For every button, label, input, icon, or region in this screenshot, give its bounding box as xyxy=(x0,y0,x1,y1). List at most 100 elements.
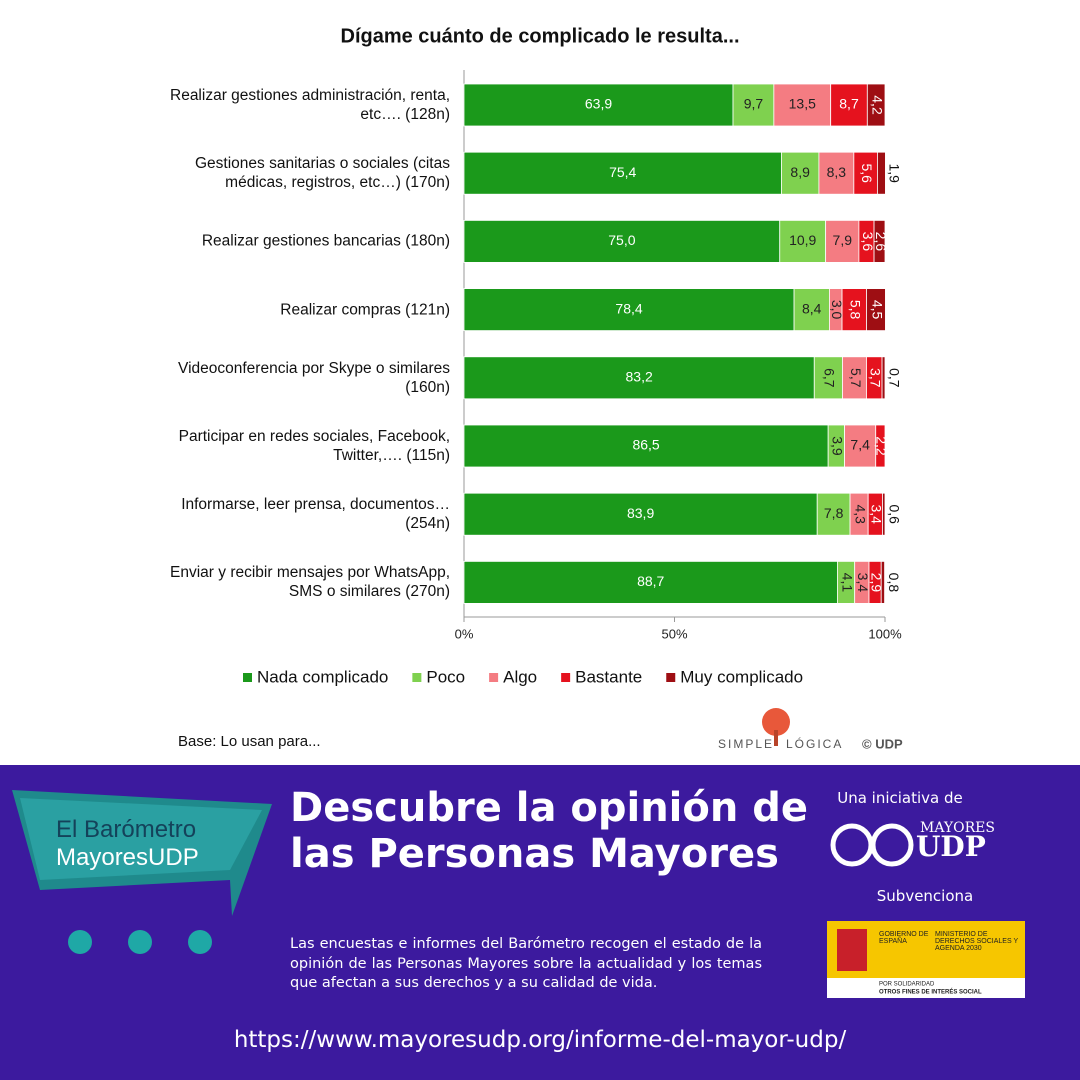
data-label: 4,5 xyxy=(869,300,885,320)
data-label: 3,7 xyxy=(868,368,884,388)
bar-segment xyxy=(881,356,886,400)
shield xyxy=(837,929,867,971)
data-label: 1,9 xyxy=(887,163,903,183)
category-label: Realizar compras (121n) xyxy=(280,301,450,319)
bar-segment xyxy=(463,288,795,332)
data-label: 5,8 xyxy=(848,300,864,320)
udp-logo: MAYORES UDP xyxy=(830,820,995,867)
data-label: 75,0 xyxy=(608,232,635,248)
x-tick-label: 0% xyxy=(455,626,474,641)
data-label: 4,2 xyxy=(869,95,885,115)
data-label: 3,4 xyxy=(869,504,885,524)
bar-segment xyxy=(463,219,781,263)
data-label: 3,4 xyxy=(855,573,871,593)
bar-segment xyxy=(830,83,868,127)
bar-segment xyxy=(841,288,867,332)
bar-segment xyxy=(463,83,734,127)
icons xyxy=(68,930,212,954)
funding-label: Subvenciona xyxy=(876,887,974,905)
data-label: 9,7 xyxy=(744,96,764,112)
bar-segment xyxy=(866,83,886,127)
description: Las encuestas e informes del Barómetro r… xyxy=(290,936,762,991)
data-label: 6,7 xyxy=(822,368,838,388)
bar-segment xyxy=(880,561,885,604)
headline: Descubre la opinión de las Personas Mayo… xyxy=(290,785,809,877)
logo-shape xyxy=(20,798,262,880)
data-label: 3,6 xyxy=(860,232,876,252)
icon xyxy=(68,930,92,954)
legend-swatch xyxy=(561,673,571,682)
gov-text: OTROS FINES DE INTERÉS SOCIAL xyxy=(879,988,982,996)
category-label: Gestiones sanitarias o sociales (citas m… xyxy=(194,155,450,192)
x-tick-label: 50% xyxy=(661,626,687,641)
data-label: 8,7 xyxy=(839,96,859,112)
chart: Dígame cuánto de complicado le resulta..… xyxy=(178,25,903,751)
bar-segment xyxy=(873,219,886,263)
data-label: 4,1 xyxy=(839,573,855,593)
initiative-label: Una iniciativa de xyxy=(837,789,963,807)
legend-swatch xyxy=(489,673,499,682)
data-label: 88,7 xyxy=(637,573,664,589)
bar-segment xyxy=(875,424,886,468)
data-label: 5,6 xyxy=(859,163,875,183)
data-label: 86,5 xyxy=(632,437,659,453)
legend-swatch xyxy=(412,673,422,682)
gov-logo: GOBIERNO DE ESPAÑA MINISTERIO DE DERECHO… xyxy=(827,921,1025,998)
data-label: 8,3 xyxy=(827,164,847,180)
data-label: 5,7 xyxy=(848,368,864,388)
data-label: 10,9 xyxy=(789,232,816,248)
data-label: 75,4 xyxy=(609,164,636,180)
barometro-logo: El Barómetro MayoresUDP xyxy=(12,790,272,916)
note: Base: Lo usan para... xyxy=(178,733,321,750)
data-label: 0,6 xyxy=(886,504,902,524)
data-label: 4,3 xyxy=(852,504,868,524)
bar-segment xyxy=(779,219,827,263)
logo-text: MAYORES xyxy=(920,820,995,836)
bar-segment xyxy=(825,219,860,263)
bar-segment xyxy=(463,561,838,604)
url[interactable]: https://www.mayoresudp.org/informe-del-m… xyxy=(233,1027,847,1053)
banner: El Barómetro MayoresUDP Descubre la opin… xyxy=(0,765,1080,1080)
category-label: Participar en redes sociales, Facebook, … xyxy=(178,428,450,464)
legend-label: Poco xyxy=(426,667,465,686)
gov-strip xyxy=(827,978,1025,998)
bar-segment xyxy=(882,492,886,536)
logo-text: UDP xyxy=(916,830,986,863)
data-label: 13,5 xyxy=(789,96,816,112)
bar-segment xyxy=(463,492,818,536)
gov-text: MINISTERIO DE DERECHOS SOCIALES Y AGENDA… xyxy=(935,931,1018,952)
legend-swatch xyxy=(666,673,676,682)
bar-segment xyxy=(463,151,782,195)
data-label: 8,4 xyxy=(802,300,822,316)
icon xyxy=(128,930,152,954)
data-label: 63,9 xyxy=(585,96,612,112)
bar-segment xyxy=(463,356,815,400)
bar-segment xyxy=(818,151,855,195)
legend-label: Nada complicado xyxy=(257,667,388,686)
bar-segment xyxy=(877,151,886,195)
data-label: 0,7 xyxy=(886,368,902,388)
bar-segment xyxy=(866,288,886,332)
category-label: Enviar y recibir mensajes por WhatsApp, … xyxy=(170,564,450,601)
logo-ring xyxy=(830,823,874,867)
source-logo: SIMPLE LÓGICA © UDP xyxy=(718,708,903,751)
source-text: SIMPLE xyxy=(718,737,774,751)
gov-text: POR SOLIDARIDAD xyxy=(879,982,935,988)
legend-label: Muy complicado xyxy=(680,667,803,686)
data-label: 2,9 xyxy=(868,573,884,593)
category-label: Realizar gestiones administración, renta… xyxy=(170,87,450,123)
bar-segment xyxy=(773,83,832,127)
legend-swatch xyxy=(243,673,252,682)
data-label: 7,9 xyxy=(833,232,853,248)
legend-label: Algo xyxy=(503,667,537,686)
bar-segment xyxy=(781,151,820,195)
data-label: 3,0 xyxy=(829,300,845,320)
tree-icon xyxy=(762,708,790,736)
source-text: © UDP xyxy=(862,736,903,751)
data-label: 3,9 xyxy=(830,436,846,456)
bar-segment xyxy=(844,424,877,468)
bar-segment xyxy=(793,288,830,332)
data-label: 0,8 xyxy=(886,573,902,593)
chart-title: Dígame cuánto de complicado le resulta..… xyxy=(341,25,740,47)
